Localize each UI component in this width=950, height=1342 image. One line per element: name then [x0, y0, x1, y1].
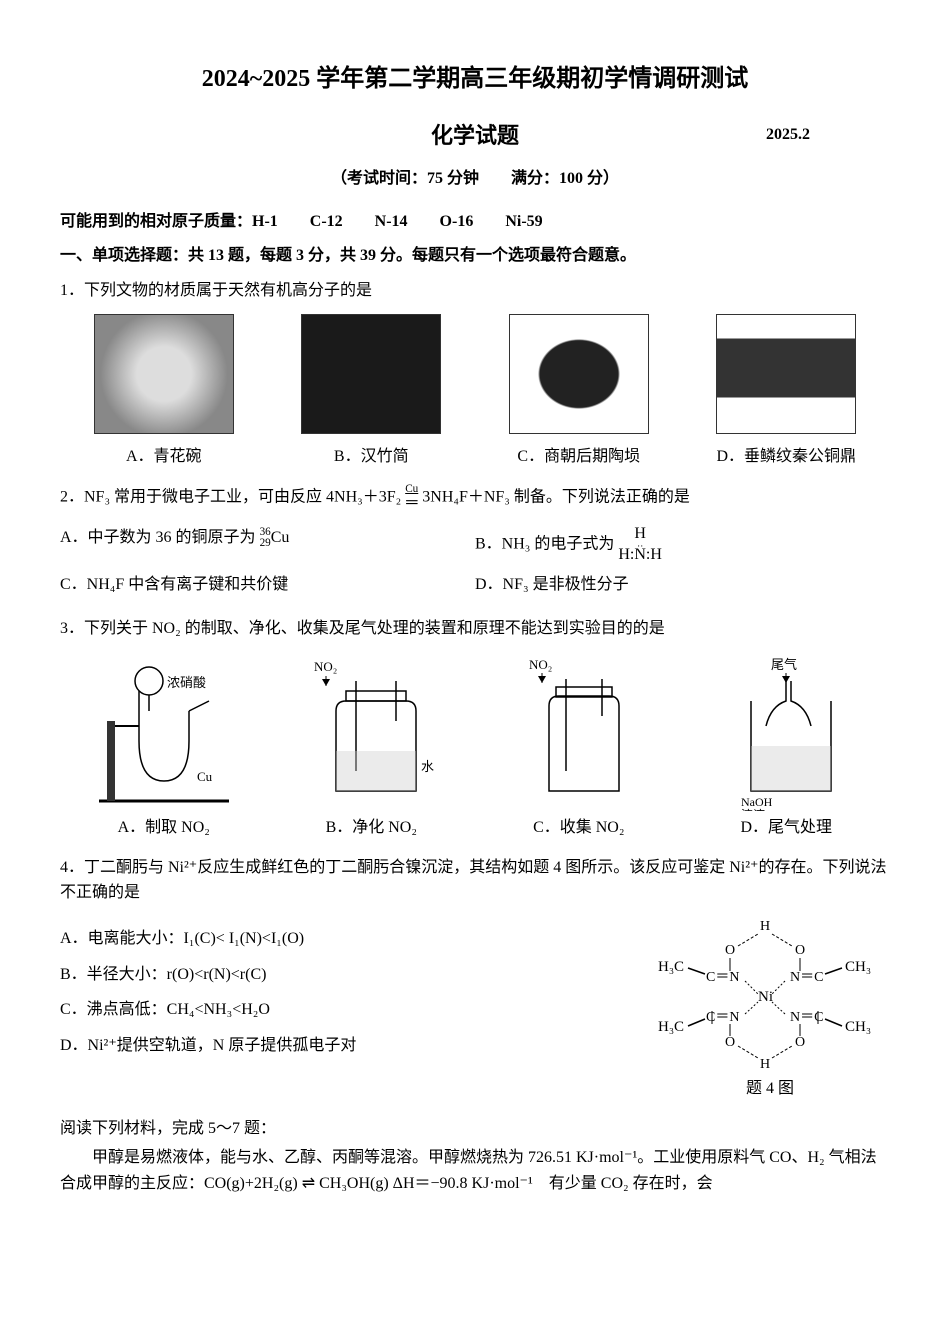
exam-title: 2024~2025 学年第二学期高三年级期初学情调研测试	[60, 60, 890, 98]
q2-ef-top: H	[618, 525, 662, 543]
q3-label-d: D．尾气处理	[683, 815, 891, 841]
q3-apparatus-b: NO₂ 水	[286, 651, 456, 811]
svg-text:N＝C: N＝C	[790, 970, 823, 985]
svg-text:Ni: Ni	[758, 989, 773, 1005]
q2-ef-mid: H:N:H	[618, 546, 662, 564]
svg-text:CH₃: CH₃	[845, 1019, 871, 1035]
q4-opt-d: D．Ni²⁺提供空轨道，N 原子提供孤电子对	[60, 1033, 640, 1059]
q1-opt-c: C．商朝后期陶埙	[475, 444, 683, 470]
question-2: 2．NF₃ 常用于微电子工业，可由反应 4NH₃＋3F₂ Cu ═ 3NH₄F＋…	[60, 484, 890, 602]
q1-opt-a: A．青花碗	[60, 444, 268, 470]
q3-label-c: C．收集 NO₂	[475, 815, 683, 841]
q2-stem-pre: 2．NF₃ 常用于微电子工业，可由反应 4NH₃＋3F₂	[60, 488, 401, 505]
q4-opt-a: A．电离能大小：I₁(C)< I₁(N)<I₁(O)	[60, 926, 640, 952]
q2-cat-bot: ═	[405, 495, 418, 511]
q3-apparatus-c: NO₂	[494, 651, 664, 811]
q4-figure: H O O H₃C CH₃ C＝N N＝C Ni	[650, 916, 890, 1102]
q2-stem-post: 3NH₄F＋NF₃ 制备。下列说法正确的是	[422, 488, 690, 505]
svg-text:NO₂: NO₂	[529, 657, 552, 672]
section-1-header: 一、单项选择题：共 13 题，每题 3 分，共 39 分。每题只有一个选项最符合…	[60, 243, 890, 269]
exam-date: 2025.2	[766, 122, 810, 148]
svg-text:浓硝酸: 浓硝酸	[167, 675, 206, 690]
q3-apparatus-a: 浓硝酸 Cu	[79, 651, 249, 811]
q2-catalyst: Cu ═	[405, 484, 418, 511]
exam-subtitle: 化学试题	[431, 118, 519, 153]
q1-stem: 1．下列文物的材质属于天然有机高分子的是	[60, 278, 890, 304]
q4-structure: H O O H₃C CH₃ C＝N N＝C Ni	[650, 916, 880, 1076]
q3-stem: 3．下列关于 NO₂ 的制取、净化、收集及尾气处理的装置和原理不能达到实验目的的…	[60, 616, 890, 642]
subtitle-row: 化学试题 2025.2	[60, 118, 890, 153]
q4-opt-c: C．沸点高低：CH₄<NH₃<H₂O	[60, 997, 640, 1023]
q2-opt-b: B．NH₃ 的电子式为 H ·· H:N:H	[475, 521, 890, 568]
q4-figure-caption: 题 4 图	[650, 1076, 890, 1102]
q3-apparatus-row: 浓硝酸 Cu NO₂ 水 NO₂	[60, 651, 890, 811]
q1-options: A．青花碗 B．汉竹简 C．商朝后期陶埙 D．垂鳞纹秦公铜鼎	[60, 444, 890, 470]
q3-label-b: B．净化 NO₂	[268, 815, 476, 841]
q3-label-row: A．制取 NO₂ B．净化 NO₂ C．收集 NO₂ D．尾气处理	[60, 815, 890, 841]
svg-text:H₃C: H₃C	[658, 1019, 684, 1035]
q1-img-b	[301, 314, 441, 434]
q4-body: A．电离能大小：I₁(C)< I₁(N)<I₁(O) B．半径大小：r(O)<r…	[60, 916, 890, 1102]
svg-text:溶液: 溶液	[741, 807, 765, 811]
q2-opt-a-text: A．中子数为 36 的铜原子为	[60, 529, 260, 546]
q4-options: A．电离能大小：I₁(C)< I₁(N)<I₁(O) B．半径大小：r(O)<r…	[60, 916, 640, 1102]
atomic-mass-line: 可能用到的相对原子质量：H-1 C-12 N-14 O-16 Ni-59	[60, 209, 890, 235]
svg-text:O: O	[725, 1035, 735, 1050]
svg-text:水: 水	[421, 759, 434, 774]
q4-opt-b: B．半径大小：r(O)<r(N)<r(C)	[60, 962, 640, 988]
q2-isotope: 36 29	[260, 527, 271, 549]
question-1: 1．下列文物的材质属于天然有机高分子的是 A．青花碗 B．汉竹简 C．商朝后期陶…	[60, 278, 890, 469]
q4-stem: 4．丁二酮肟与 Ni²⁺反应生成鲜红色的丁二酮肟合镍沉淀，其结构如题 4 图所示…	[60, 855, 890, 906]
exam-info: （考试时间：75 分钟 满分：100 分）	[60, 166, 890, 192]
q3-label-a: A．制取 NO₂	[60, 815, 268, 841]
svg-text:O: O	[795, 1035, 805, 1050]
svg-text:CH₃: CH₃	[845, 959, 871, 975]
svg-text:Cu: Cu	[197, 769, 213, 784]
svg-text:H: H	[760, 1057, 770, 1072]
atomic-mass-values: H-1 C-12 N-14 O-16 Ni-59	[252, 213, 543, 230]
question-3: 3．下列关于 NO₂ 的制取、净化、收集及尾气处理的装置和原理不能达到实验目的的…	[60, 616, 890, 841]
question-4: 4．丁二酮肟与 Ni²⁺反应生成鲜红色的丁二酮肟合镍沉淀，其结构如题 4 图所示…	[60, 855, 890, 1102]
svg-text:O: O	[725, 943, 735, 958]
q2-opt-c: C．NH₄F 中含有离子键和共价键	[60, 568, 475, 602]
svg-text:尾气: 尾气	[771, 657, 797, 672]
q1-opt-d: D．垂鳞纹秦公铜鼎	[683, 444, 891, 470]
svg-text:C＝N: C＝N	[706, 1010, 739, 1025]
q2-electron-formula: H ·· H:N:H	[618, 525, 662, 564]
q2-iso-bot: 29	[260, 538, 271, 549]
svg-text:NO₂: NO₂	[314, 659, 337, 674]
svg-text:NaOH: NaOH	[741, 795, 773, 809]
reading-header: 阅读下列材料，完成 5～7 题：	[60, 1116, 890, 1142]
q2-opt-d: D．NF₃ 是非极性分子	[475, 568, 890, 602]
q2-stem: 2．NF₃ 常用于微电子工业，可由反应 4NH₃＋3F₂ Cu ═ 3NH₄F＋…	[60, 484, 890, 511]
q1-image-row	[60, 314, 890, 434]
reading-body: 甲醇是易燃液体，能与水、乙醇、丙酮等混溶。甲醇燃烧热为 726.51 KJ·mo…	[60, 1145, 890, 1196]
q2-opt-a: A．中子数为 36 的铜原子为 36 29 Cu	[60, 521, 475, 568]
q3-apparatus-d: 尾气 NaOH 溶液	[701, 651, 871, 811]
svg-text:H: H	[760, 919, 770, 934]
atomic-mass-label: 可能用到的相对原子质量：	[60, 213, 252, 230]
q1-img-c	[509, 314, 649, 434]
q1-img-d	[716, 314, 856, 434]
q1-opt-b: B．汉竹简	[268, 444, 476, 470]
svg-text:C＝N: C＝N	[706, 970, 739, 985]
q2-opt-b-pre: B．NH₃ 的电子式为	[475, 535, 618, 552]
q2-options: A．中子数为 36 的铜原子为 36 29 Cu B．NH₃ 的电子式为 H ·…	[60, 521, 890, 602]
q1-img-a	[94, 314, 234, 434]
q2-iso-sym: Cu	[271, 529, 290, 546]
svg-text:H₃C: H₃C	[658, 959, 684, 975]
svg-text:O: O	[795, 943, 805, 958]
